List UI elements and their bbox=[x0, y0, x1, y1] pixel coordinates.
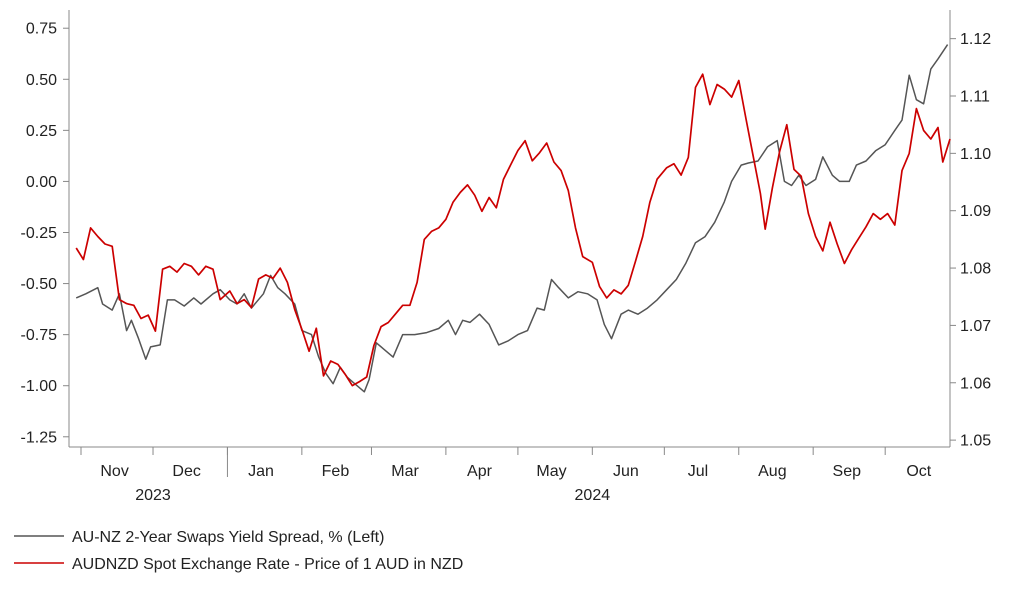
legend-label-spread: AU-NZ 2-Year Swaps Yield Spread, % (Left… bbox=[72, 529, 384, 546]
left-tick-label: 0.50 bbox=[26, 72, 57, 89]
labels-layer: 0.75 0.50 0.25 0.00 -0.25 -0.50 -0.75 -1.00 -1.2… bbox=[21, 21, 992, 504]
series-layer bbox=[75, 44, 951, 393]
x-month-label: Sep bbox=[833, 463, 862, 480]
x-month-label: Nov bbox=[100, 463, 128, 480]
x-month-label: Apr bbox=[467, 463, 493, 480]
left-tick-label: -1.25 bbox=[21, 429, 58, 446]
x-year-label: 2023 bbox=[135, 487, 171, 504]
x-month-label: Aug bbox=[758, 463, 786, 480]
left-tick-label: -1.00 bbox=[21, 378, 58, 395]
right-tick-label: 1.11 bbox=[960, 89, 990, 106]
x-month-label: Jul bbox=[688, 463, 708, 480]
axes-layer bbox=[63, 10, 956, 477]
left-tick-label: 0.25 bbox=[26, 123, 57, 140]
x-month-label: Feb bbox=[322, 463, 350, 480]
legend-label-audnzd: AUDNZD Spot Exchange Rate - Price of 1 A… bbox=[72, 556, 463, 573]
x-month-label: Dec bbox=[172, 463, 200, 480]
x-month-label: May bbox=[536, 463, 566, 480]
right-tick-label: 1.05 bbox=[960, 433, 991, 450]
x-month-label: Mar bbox=[391, 463, 419, 480]
x-year-label: 2024 bbox=[575, 487, 611, 504]
left-tick-label: -0.25 bbox=[21, 225, 58, 242]
right-tick-label: 1.07 bbox=[960, 318, 991, 335]
left-tick-label: 0.75 bbox=[26, 21, 57, 38]
left-tick-label: -0.75 bbox=[21, 327, 58, 344]
series-line-audnzd bbox=[75, 73, 951, 387]
x-month-label: Oct bbox=[906, 463, 931, 480]
right-tick-label: 1.06 bbox=[960, 375, 991, 392]
right-tick-label: 1.12 bbox=[960, 31, 991, 48]
right-tick-label: 1.10 bbox=[960, 146, 991, 163]
series-line-yield-spread bbox=[75, 44, 949, 393]
right-tick-label: 1.08 bbox=[960, 261, 991, 278]
left-tick-label: -0.50 bbox=[21, 276, 58, 293]
legend: AU-NZ 2-Year Swaps Yield Spread, % (Left… bbox=[14, 529, 463, 573]
left-tick-label: 0.00 bbox=[26, 174, 57, 191]
x-month-label: Jun bbox=[613, 463, 639, 480]
right-tick-label: 1.09 bbox=[960, 203, 991, 220]
x-month-label: Jan bbox=[248, 463, 274, 480]
